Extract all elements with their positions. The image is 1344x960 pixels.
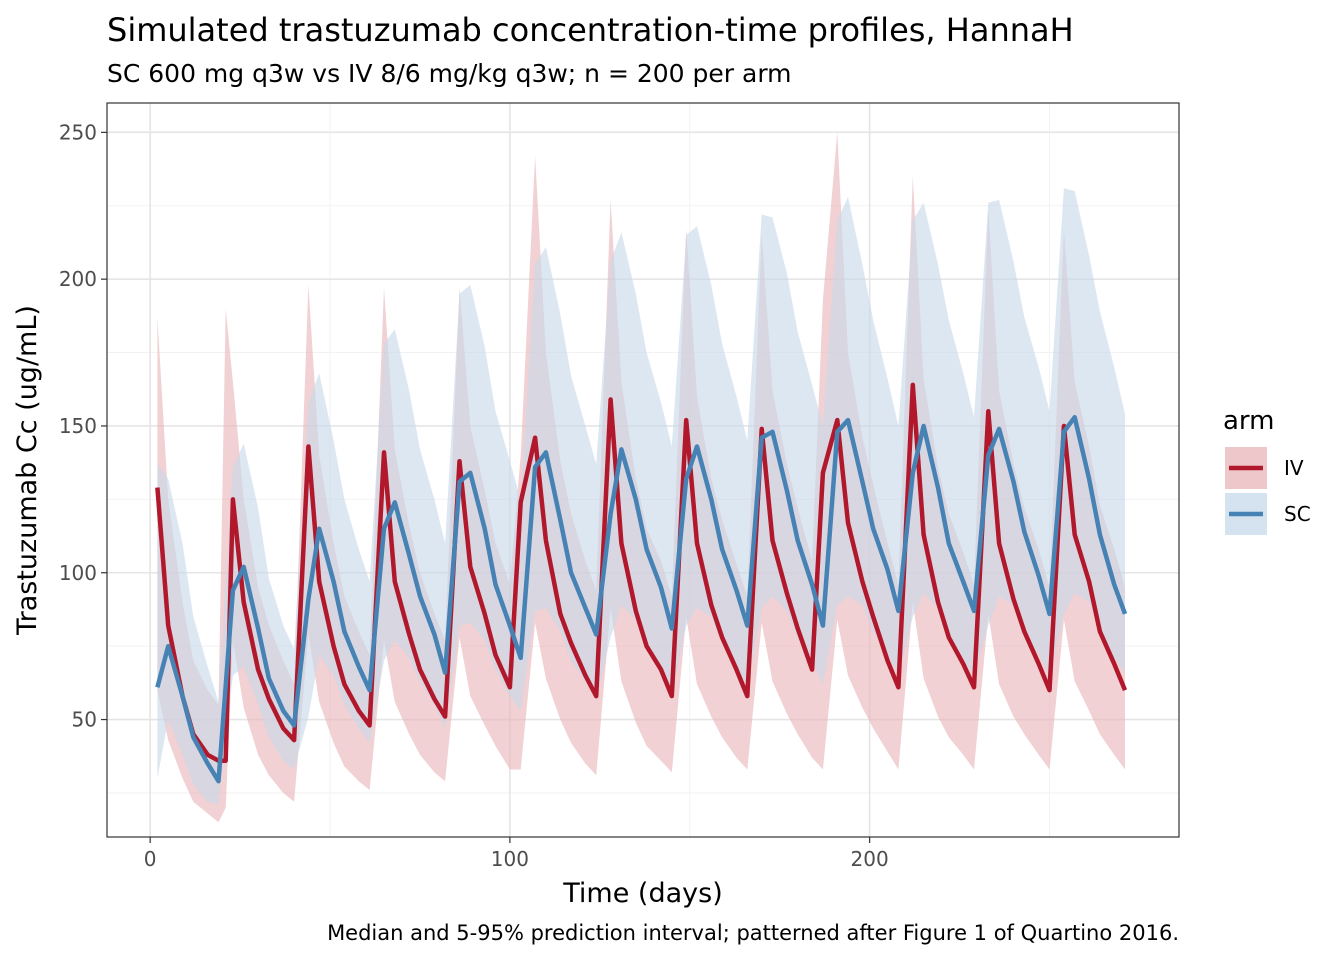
y-tick-label: 150 — [59, 414, 97, 438]
y-axis: 50 100 150 200 250 — [59, 120, 107, 732]
legend-label-iv: IV — [1284, 456, 1304, 480]
y-axis-title: Trastuzumab Cc (ug/mL) — [12, 305, 43, 636]
median-line-sc — [155, 414, 1128, 784]
legend-title: arm — [1223, 406, 1275, 436]
x-axis: 0 100 200 — [144, 837, 889, 871]
x-tick-label: 100 — [491, 847, 529, 871]
plot-border — [106, 102, 1180, 838]
y-tick-label: 50 — [72, 708, 97, 732]
chart-subtitle: SC 600 mg q3w vs IV 8/6 mg/kg q3w; n = 2… — [107, 59, 792, 88]
y-tick-label: 200 — [59, 267, 97, 291]
band-sc — [157, 188, 1125, 805]
median-lines — [155, 382, 1128, 784]
y-tick-label: 250 — [59, 120, 97, 144]
chart-caption: Median and 5-95% prediction interval; pa… — [327, 921, 1179, 945]
x-axis-title: Time (days) — [562, 878, 722, 909]
legend-label-sc: SC — [1284, 502, 1311, 526]
x-tick-label: 200 — [851, 847, 889, 871]
chart-title: Simulated trastuzumab concentration-time… — [107, 11, 1074, 49]
x-tick-label: 0 — [144, 847, 157, 871]
median-line-iv — [155, 382, 1128, 763]
y-tick-label: 100 — [59, 561, 97, 585]
legend: arm IV SC — [1223, 406, 1311, 535]
